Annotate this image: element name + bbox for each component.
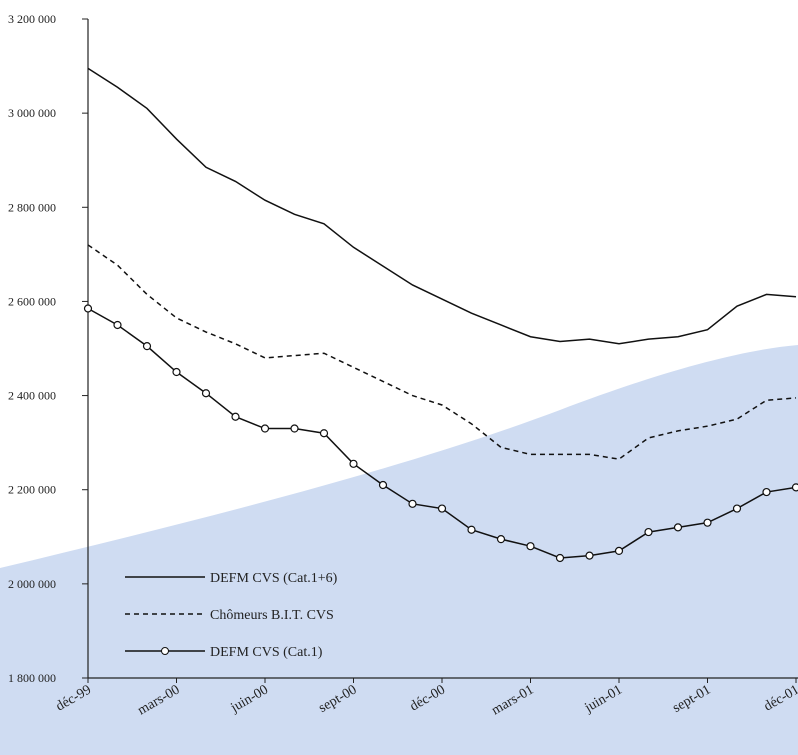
point-marker bbox=[673, 523, 683, 532]
point-marker bbox=[113, 320, 122, 330]
point-marker bbox=[437, 504, 447, 513]
point-marker bbox=[703, 518, 712, 527]
point-marker bbox=[585, 551, 594, 560]
point-marker bbox=[762, 487, 771, 497]
y-tick-label: 2 000 000 bbox=[8, 577, 56, 591]
point-marker bbox=[319, 429, 329, 438]
series-line bbox=[87, 67, 797, 345]
point-marker bbox=[290, 424, 299, 433]
point-marker bbox=[201, 389, 211, 398]
point-marker bbox=[172, 367, 181, 377]
point-marker bbox=[142, 342, 152, 351]
series-line bbox=[87, 244, 797, 460]
y-tick-label: 3 200 000 bbox=[8, 12, 56, 26]
y-tick-label: 2 400 000 bbox=[8, 389, 56, 403]
y-tick-label: 2 800 000 bbox=[8, 200, 56, 214]
point-marker bbox=[791, 483, 798, 492]
y-tick-label: 2 600 000 bbox=[8, 294, 56, 308]
point-marker bbox=[83, 304, 93, 313]
point-marker bbox=[555, 553, 565, 563]
point-marker bbox=[408, 499, 417, 508]
point-marker bbox=[260, 424, 270, 433]
point-marker bbox=[378, 480, 388, 490]
legend-label: DEFM CVS (Cat.1+6) bbox=[210, 571, 338, 586]
legend-label: DEFM CVS (Cat.1) bbox=[210, 645, 323, 660]
y-tick-label: 3 000 000 bbox=[8, 106, 56, 120]
point-marker bbox=[644, 527, 653, 537]
background-shape bbox=[0, 345, 798, 755]
point-marker bbox=[231, 412, 240, 421]
point-marker bbox=[732, 504, 742, 513]
point-marker bbox=[349, 459, 358, 468]
y-tick-label: 2 200 000 bbox=[8, 483, 56, 497]
point-marker bbox=[614, 546, 624, 556]
legend-marker bbox=[161, 647, 169, 655]
point-marker bbox=[467, 525, 476, 534]
point-marker bbox=[496, 535, 506, 544]
y-tick-label: 1 800 000 bbox=[8, 671, 56, 685]
point-marker bbox=[526, 542, 535, 551]
legend-label: Chômeurs B.I.T. CVS bbox=[210, 608, 334, 623]
